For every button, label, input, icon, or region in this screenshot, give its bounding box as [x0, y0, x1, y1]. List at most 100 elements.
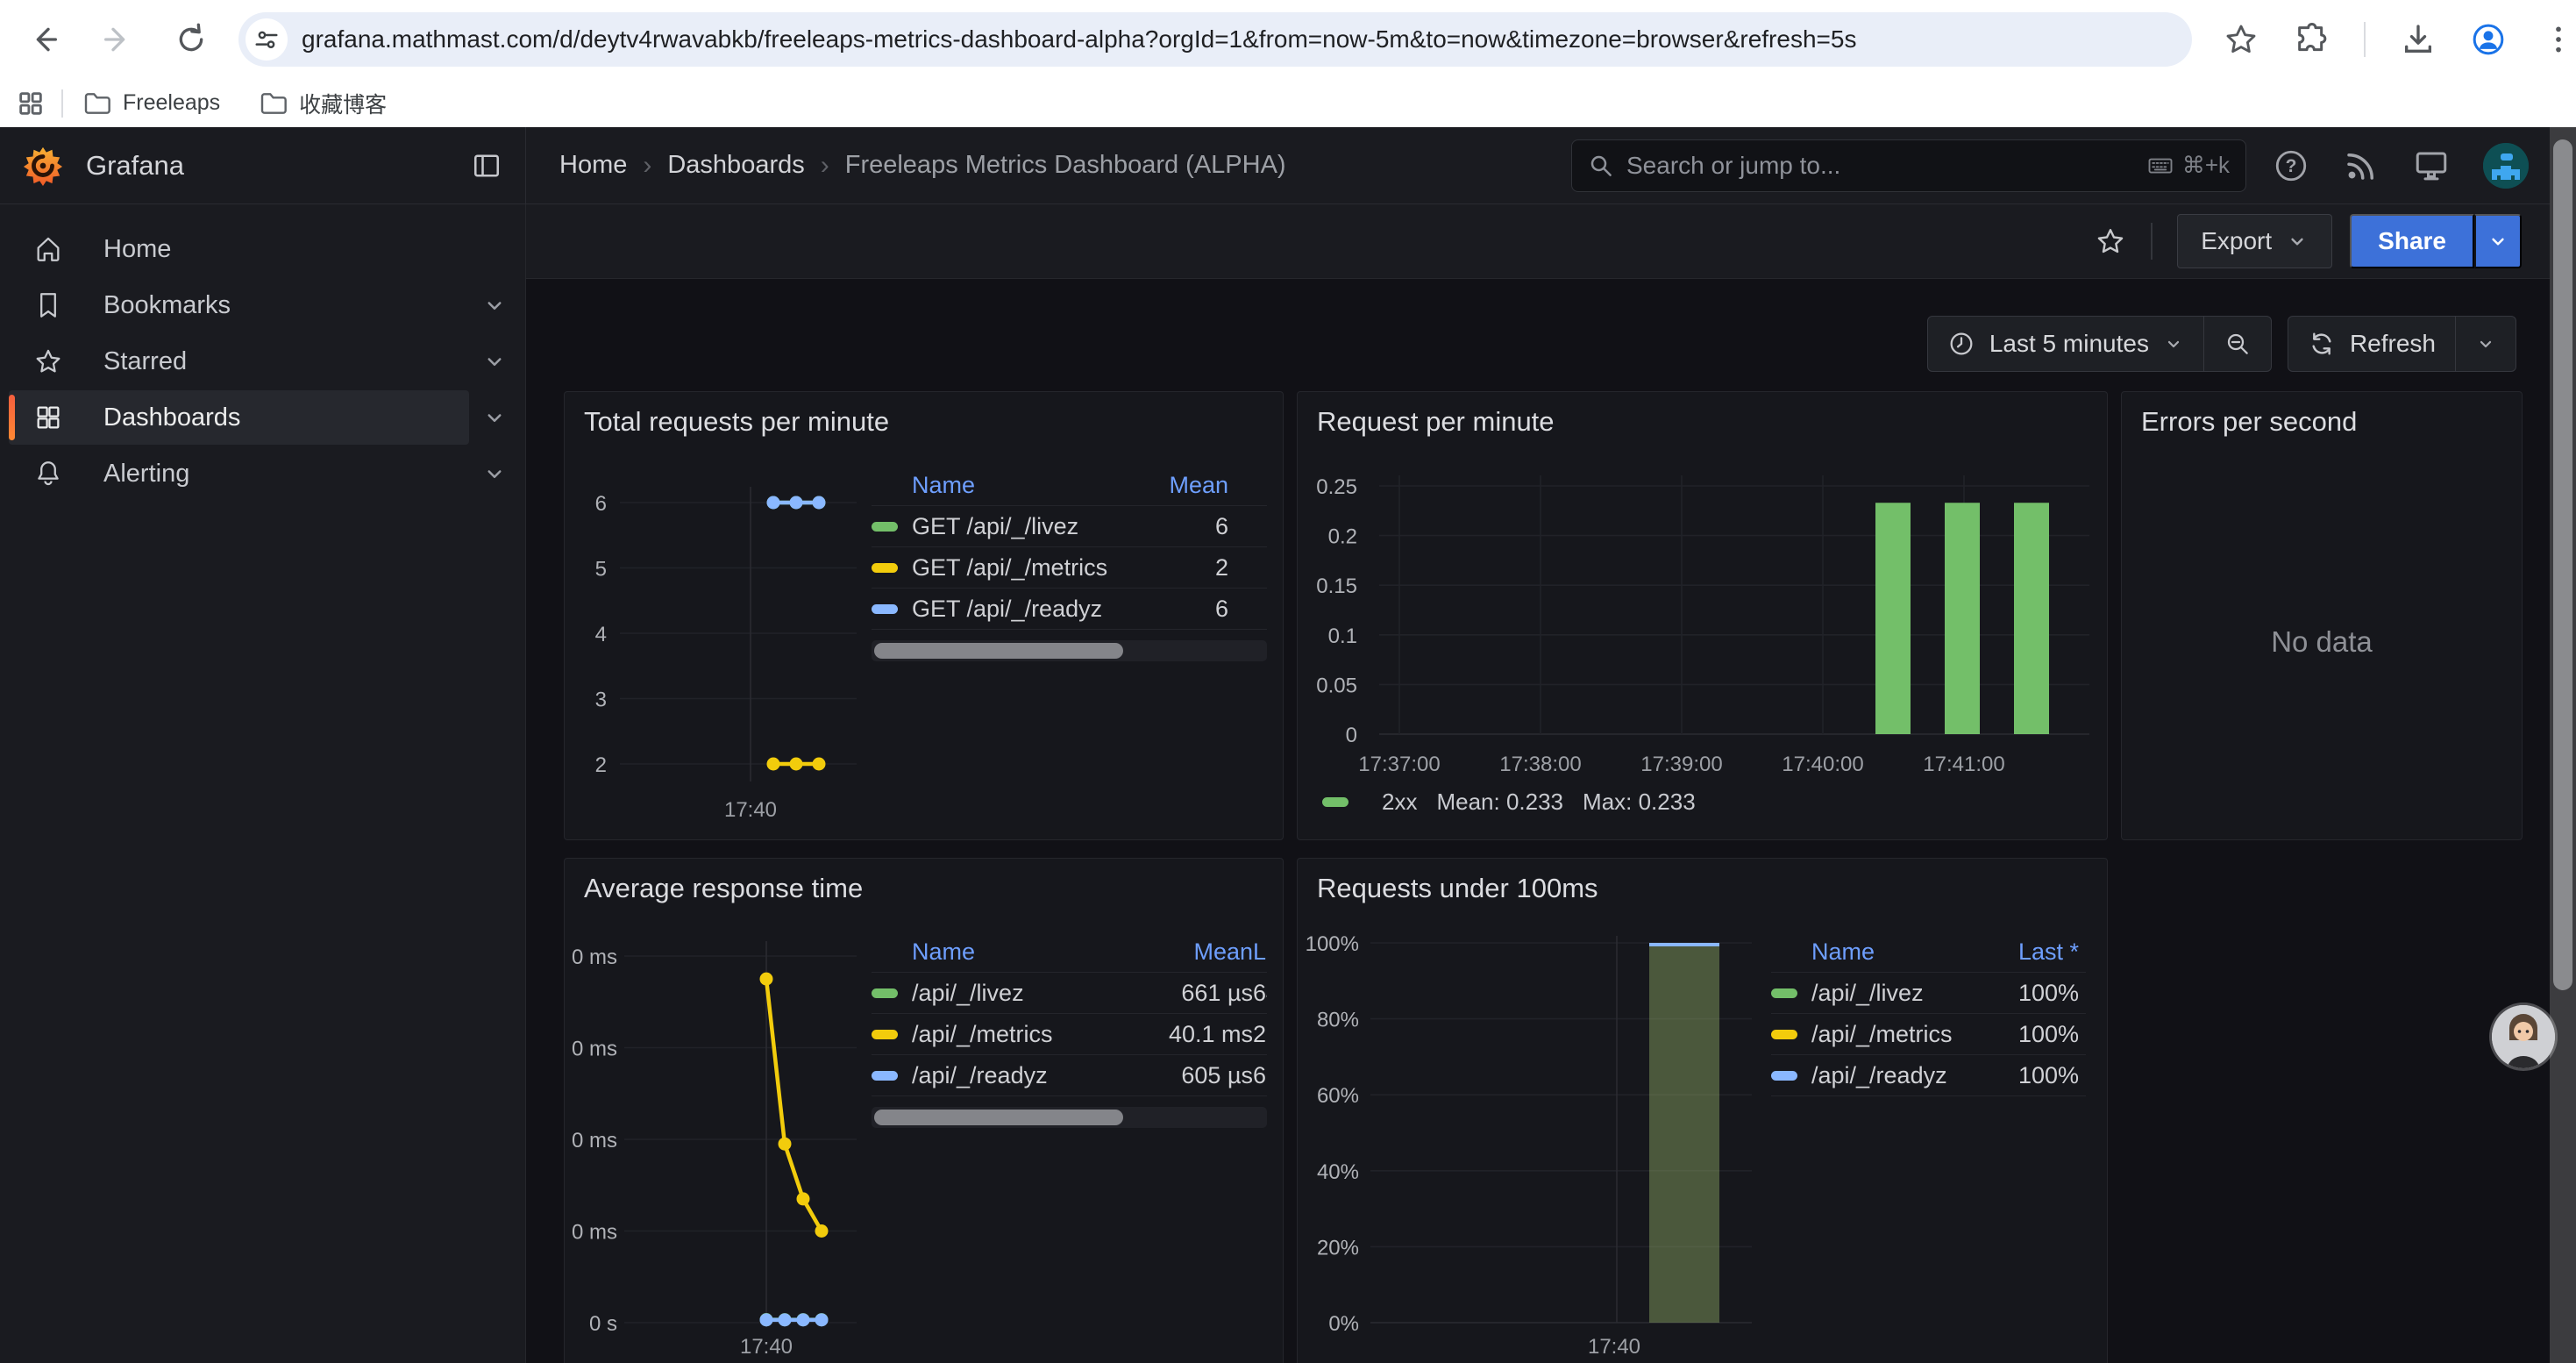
legend-row[interactable]: GET /api/_/readyz6	[872, 589, 1267, 630]
sidebar-item-dashboards[interactable]: Dashboards	[9, 390, 469, 445]
legend-column-header[interactable]: Name	[1771, 938, 1974, 966]
site-settings-button[interactable]	[246, 18, 288, 61]
breadcrumb-home[interactable]: Home	[559, 151, 627, 180]
legend-column-header[interactable]: Mean	[1148, 938, 1253, 966]
series-name: /api/_/readyz	[1811, 1062, 1974, 1089]
legend-column-header[interactable]: Last *	[1253, 938, 1267, 966]
legend-column-header[interactable]: Last *	[1974, 938, 2086, 966]
chevron-down-icon	[2163, 333, 2184, 354]
series-point	[767, 758, 780, 771]
news-rss-icon[interactable]	[2343, 147, 2380, 184]
download-icon[interactable]	[2401, 22, 2436, 57]
legend-row[interactable]: /api/_/livez100%	[1771, 973, 2086, 1014]
extensions-icon[interactable]	[2294, 22, 2329, 57]
refresh-interval-button[interactable]	[2455, 317, 2516, 371]
user-avatar[interactable]	[2483, 143, 2529, 189]
series-value: 100%	[1974, 1062, 2086, 1089]
legend-row[interactable]: /api/_/metrics40.1 ms20.5 ms	[872, 1014, 1267, 1055]
star-icon	[33, 346, 63, 376]
forward-icon[interactable]	[100, 22, 135, 57]
average-response-time-chart[interactable]: 80 ms60 ms40 ms20 ms0 s17:40	[572, 922, 861, 1360]
favorite-star-icon[interactable]	[2095, 225, 2126, 257]
series-color-chip	[1771, 1030, 1797, 1039]
legend-column-header[interactable]: Name	[872, 938, 1148, 966]
chart-legend[interactable]: 2xx Mean: 0.233 Max: 0.233	[1322, 789, 1696, 816]
series-name: /api/_/livez	[912, 980, 1148, 1007]
export-button[interactable]: Export	[2177, 214, 2332, 268]
legend-row[interactable]: GET /api/_/metrics2	[872, 547, 1267, 589]
total-requests-chart[interactable]: 6543217:40	[572, 455, 861, 832]
panel-request-per-minute[interactable]: Request per minute 0.250.20.150.10.05017…	[1297, 391, 2108, 840]
reload-icon[interactable]	[174, 22, 209, 57]
panel-average-response-time[interactable]: Average response time 80 ms60 ms40 ms20 …	[564, 858, 1284, 1363]
floating-assistant-avatar[interactable]	[2492, 1005, 2555, 1068]
legend-column-header[interactable]: Mean	[1162, 472, 1267, 499]
axis-tick-label: 80 ms	[572, 946, 617, 969]
series-point	[779, 1138, 792, 1151]
panel-total-requests-per-minute[interactable]: Total requests per minute 6543217:40 Nam…	[564, 391, 1284, 840]
legend-row[interactable]: /api/_/readyz100%	[1771, 1055, 2086, 1096]
legend-row[interactable]: GET /api/_/livez6	[872, 506, 1267, 547]
panel-requests-under-100ms[interactable]: Requests under 100ms 100%80%60%40%20%0%1…	[1297, 858, 2108, 1363]
share-menu-button[interactable]	[2474, 214, 2522, 268]
url-bar[interactable]: grafana.mathmast.com/d/deytv4rwavabkb/fr…	[238, 12, 2192, 67]
breadcrumb-dashboards[interactable]: Dashboards	[667, 151, 804, 180]
scrollbar-thumb[interactable]	[874, 643, 1123, 659]
bookmark-folder-label: Freeleaps	[123, 90, 220, 116]
legend-horizontal-scrollbar[interactable]	[872, 640, 1267, 661]
chevron-down-icon[interactable]	[481, 292, 508, 318]
axis-tick-label: 17:39:00	[1640, 753, 1722, 776]
legend-header-row: NameMean	[872, 466, 1267, 506]
scrollbar-thumb[interactable]	[874, 1110, 1123, 1125]
help-icon[interactable]: ?	[2273, 147, 2309, 184]
collapse-sidebar-icon[interactable]	[471, 150, 502, 182]
kiosk-monitor-icon[interactable]	[2413, 147, 2450, 184]
time-range-picker[interactable]: Last 5 minutes	[1928, 317, 2203, 371]
keyboard-icon	[2147, 153, 2174, 179]
grafana-logo[interactable]	[23, 146, 63, 186]
dashboard-canvas: Last 5 minutes Refresh	[526, 279, 2576, 1363]
series-color-chip	[872, 1071, 898, 1081]
no-data-message: No data	[2122, 445, 2522, 839]
search-shortcut: ⌘+k	[2147, 152, 2230, 179]
chevron-down-icon[interactable]	[481, 348, 508, 375]
legend-row[interactable]: /api/_/metrics100%	[1771, 1014, 2086, 1055]
apps-grid-icon[interactable]	[16, 89, 46, 118]
axis-tick-label: 17:40	[740, 1335, 793, 1359]
sidebar-item-alerting[interactable]: Alerting	[9, 446, 469, 501]
series-mean: Mean: 0.233	[1436, 789, 1563, 816]
sidebar-item-starred[interactable]: Starred	[9, 334, 469, 389]
sidebar-item-home[interactable]: Home	[9, 222, 508, 276]
chevron-down-icon[interactable]	[481, 460, 508, 487]
panel-title: Total requests per minute	[565, 392, 1283, 438]
legend-horizontal-scrollbar[interactable]	[872, 1107, 1267, 1128]
bookmark-folder-freeleaps[interactable]: Freeleaps	[82, 89, 220, 118]
home-icon	[33, 234, 63, 264]
search-input[interactable]: Search or jump to... ⌘+k	[1571, 139, 2246, 192]
refresh-button[interactable]: Refresh	[2288, 317, 2455, 371]
scrollbar-thumb[interactable]	[2553, 139, 2572, 990]
legend-column-header[interactable]: Name	[872, 472, 1162, 499]
series-name: GET /api/_/readyz	[912, 596, 1162, 623]
axis-tick-label: 80%	[1317, 1009, 1359, 1032]
request-per-minute-chart[interactable]: 0.250.20.150.10.05017:37:0017:38:0017:39…	[1305, 455, 2094, 832]
zoom-out-icon	[2224, 330, 2252, 358]
back-icon[interactable]	[26, 22, 61, 57]
sidebar-item-bookmarks[interactable]: Bookmarks	[9, 278, 469, 332]
breadcrumb-current: Freeleaps Metrics Dashboard (ALPHA)	[845, 151, 1286, 180]
folder-icon	[259, 89, 287, 118]
bookmark-star-icon[interactable]	[2224, 22, 2259, 57]
bookmark-folder-blogs[interactable]: 收藏博客	[259, 88, 387, 119]
menu-kebab-icon[interactable]	[2541, 22, 2576, 57]
profile-icon[interactable]	[2471, 22, 2506, 57]
tune-icon	[253, 26, 280, 53]
page-scrollbar[interactable]	[2550, 127, 2576, 1363]
share-button[interactable]: Share	[2350, 214, 2474, 268]
zoom-out-button[interactable]	[2203, 317, 2271, 371]
legend-row[interactable]: /api/_/livez661 µs646 µs	[872, 973, 1267, 1014]
series-name: GET /api/_/metrics	[912, 554, 1162, 582]
panel-errors-per-second[interactable]: Errors per second No data	[2121, 391, 2523, 840]
chevron-down-icon[interactable]	[481, 404, 508, 431]
legend-row[interactable]: /api/_/readyz605 µs620 µs	[872, 1055, 1267, 1096]
requests-under-100ms-chart[interactable]: 100%80%60%40%20%0%17:40	[1305, 922, 1761, 1360]
